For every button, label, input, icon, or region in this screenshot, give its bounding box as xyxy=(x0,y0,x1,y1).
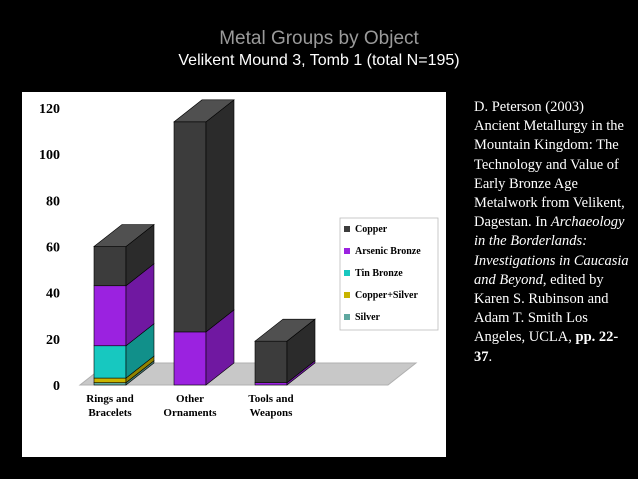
legend-swatch xyxy=(344,248,350,254)
y-tick-label: 40 xyxy=(46,287,60,302)
legend-label: Copper xyxy=(355,224,388,235)
citation: D. Peterson (2003) Ancient Metallurgy in… xyxy=(474,98,634,367)
x-tick-label: Other Ornaments xyxy=(163,393,217,419)
citation-authors: D. Peterson (2003) xyxy=(474,99,584,115)
citation-pages: pp. 22-37 xyxy=(474,329,619,365)
citation-in: In xyxy=(535,214,548,231)
bar-segment xyxy=(254,340,288,383)
legend-swatch xyxy=(344,226,350,232)
bar-side xyxy=(205,99,235,333)
bar-segment xyxy=(93,382,127,386)
y-tick-label: 0 xyxy=(53,379,60,394)
bar-segment xyxy=(93,377,127,383)
legend-label: Arsenic Bronze xyxy=(355,246,421,257)
legend-label: Silver xyxy=(355,312,381,323)
chart-area: 0 20 40 60 80 100 120 Rings and Bracelets Other Or… xyxy=(22,92,446,457)
bar-top xyxy=(254,318,316,342)
bar-segment xyxy=(93,345,127,379)
y-tick-label: 60 xyxy=(46,241,60,256)
y-tick-label: 20 xyxy=(46,333,60,348)
citation-publisher: Los Angeles, UCLA, xyxy=(474,310,588,346)
x-tick-label: Tools and Weapons xyxy=(248,393,293,419)
y-tick-label: 80 xyxy=(46,194,60,209)
bar-segment xyxy=(173,331,207,386)
y-tick-label: 100 xyxy=(39,148,60,163)
bar-top xyxy=(173,99,235,123)
citation-title: Ancient Metallurgy in the Mountain Kingd… xyxy=(474,118,625,231)
bar-top xyxy=(93,224,155,247)
slide-subtitle: Velikent Mound 3, Tomb 1 (total N=195) xyxy=(178,52,460,69)
bar-segment xyxy=(93,246,127,287)
chart-svg: 0 20 40 60 80 100 120 Rings and Bracelets Other Or… xyxy=(22,92,446,457)
legend-label: Copper+Silver xyxy=(355,290,418,301)
legend-swatch xyxy=(344,314,350,320)
citation-book-title: Archaeology in the Borderlands: Investig… xyxy=(474,214,629,288)
x-tick-label: Rings and Bracelets xyxy=(86,393,133,419)
slide-title: Metal Groups by Object xyxy=(219,28,419,49)
bar-segment xyxy=(93,285,127,347)
y-tick-label: 120 xyxy=(39,102,60,117)
legend-swatch xyxy=(344,292,350,298)
legend-swatch xyxy=(344,270,350,276)
bar-segment xyxy=(173,121,207,333)
legend-box xyxy=(339,217,439,331)
bar-segment xyxy=(254,382,288,386)
citation-editors: , edited by Karen S. Rubinson and Adam T… xyxy=(474,271,609,327)
legend-label: Tin Bronze xyxy=(355,268,403,279)
citation-period: . xyxy=(488,348,493,365)
